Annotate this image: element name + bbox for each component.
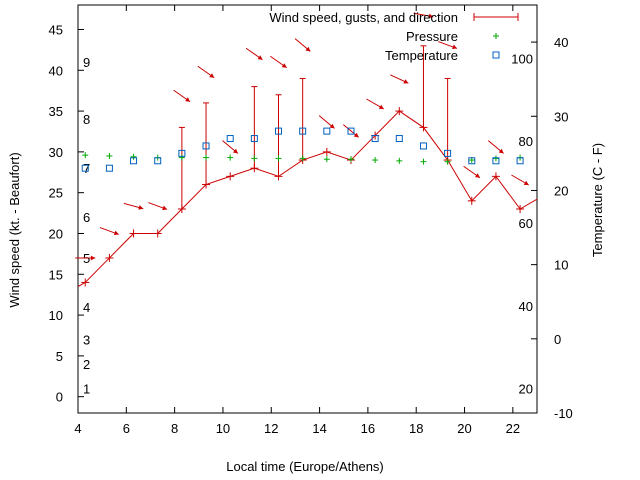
wind-speed-line-tail (519, 198, 538, 210)
x-axis-label: Local time (Europe/Athens) (226, 459, 384, 474)
temperature-point (395, 135, 403, 143)
wind-direction-arrowhead (523, 180, 529, 185)
temperature-point (371, 135, 379, 143)
beaufort-label: 1 (83, 382, 90, 397)
y-tick-label-left: 20 (49, 226, 63, 241)
y-tick-label-left: 35 (49, 104, 63, 119)
wind-direction-arrowhead (162, 205, 168, 211)
legend-label-pressure: Pressure (406, 29, 458, 44)
plot-frame (77, 4, 538, 414)
legend-label-wind: Wind speed, gusts, and direction (269, 10, 458, 25)
x-tick-label: 4 (74, 421, 81, 436)
beaufort-label: 9 (83, 55, 90, 70)
wind-direction-arrowhead (428, 13, 434, 19)
wind-direction-arrowhead (257, 55, 263, 60)
temperature-point (419, 142, 427, 150)
fahrenheit-label: 100 (511, 51, 533, 66)
wind-direction-arrowhead (474, 173, 480, 178)
temperature-point (492, 157, 500, 165)
y-tick-label-left: 10 (49, 308, 63, 323)
y-tick-label-left: 45 (49, 22, 63, 37)
temperature-point (347, 127, 355, 135)
y-tick-label-right: 30 (554, 109, 568, 124)
y-tick-label-left: 30 (49, 145, 63, 160)
y-tick-label-right: 20 (554, 183, 568, 198)
temperature-point (81, 164, 89, 172)
temperature-point (178, 149, 186, 157)
wind-direction-arrowhead (353, 132, 359, 138)
x-tick-label: 14 (312, 421, 326, 436)
temperature-point (323, 127, 331, 135)
y-tick-label-right: -10 (554, 406, 573, 421)
wind-direction-arrowhead (281, 63, 287, 68)
beaufort-label: 4 (83, 300, 90, 315)
wind-direction-arrowhead (305, 46, 311, 52)
y-axis-label-left: Wind speed (kt. - Beaufort) (7, 152, 22, 307)
beaufort-label: 6 (83, 210, 90, 225)
fahrenheit-label: 20 (519, 382, 533, 397)
x-tick-label: 20 (457, 421, 471, 436)
wind-direction-arrowhead (185, 97, 191, 102)
legend-swatch-temperature (492, 51, 500, 59)
y-tick-label-left: 25 (49, 186, 63, 201)
fahrenheit-label: 40 (519, 299, 533, 314)
x-tick-label: 10 (216, 421, 230, 436)
x-tick-label: 12 (264, 421, 278, 436)
temperature-point (275, 127, 283, 135)
temperature-point (105, 164, 113, 172)
wind-direction-arrowhead (113, 230, 119, 236)
beaufort-label: 3 (83, 333, 90, 348)
temperature-point (516, 157, 524, 165)
wind-direction-arrowhead (90, 255, 96, 261)
y-tick-label-right: 40 (554, 35, 568, 50)
fahrenheit-label: 60 (519, 216, 533, 231)
wind-direction-arrowhead (452, 44, 458, 50)
y-tick-label-right: 10 (554, 258, 568, 273)
temperature-point (202, 142, 210, 150)
temperature-point (130, 157, 138, 165)
temperature-point (444, 149, 452, 157)
y-axis-label-right: Temperature (C - F) (590, 143, 605, 257)
wind-direction-arrowhead (209, 73, 215, 78)
legend-label-temperature: Temperature (385, 48, 458, 63)
x-tick-label: 16 (361, 421, 375, 436)
fahrenheit-label: 80 (519, 134, 533, 149)
wind-direction-arrowhead (498, 148, 504, 154)
y-tick-label-left: 5 (56, 349, 63, 364)
wind-direction-arrowhead (378, 104, 384, 109)
temperature-point (299, 127, 307, 135)
temperature-point (250, 135, 258, 143)
wind-direction-arrowhead (138, 205, 144, 210)
wind-direction-arrowhead (403, 79, 409, 84)
beaufort-label: 8 (83, 112, 90, 127)
wind-direction-arrowhead (232, 148, 238, 154)
wind-direction-arrowhead (329, 123, 335, 129)
y-tick-label-right: 0 (554, 332, 561, 347)
plot-elements: 4 6 8 10 12 14 16 18 20 22051015202530354045-1001… (49, 4, 573, 436)
x-tick-label: 22 (506, 421, 520, 436)
temperature-point (226, 135, 234, 143)
wind-speed-line-head (77, 282, 86, 287)
x-tick-label: 8 (171, 421, 178, 436)
y-tick-label-left: 40 (49, 63, 63, 78)
temperature-point (154, 157, 162, 165)
y-tick-label-left: 0 (56, 390, 63, 405)
y-tick-label-left: 15 (49, 267, 63, 282)
temperature-point (468, 157, 476, 165)
beaufort-label: 7 (83, 161, 90, 176)
x-tick-label: 18 (409, 421, 423, 436)
x-tick-label: 6 (123, 421, 130, 436)
beaufort-label: 2 (83, 357, 90, 372)
